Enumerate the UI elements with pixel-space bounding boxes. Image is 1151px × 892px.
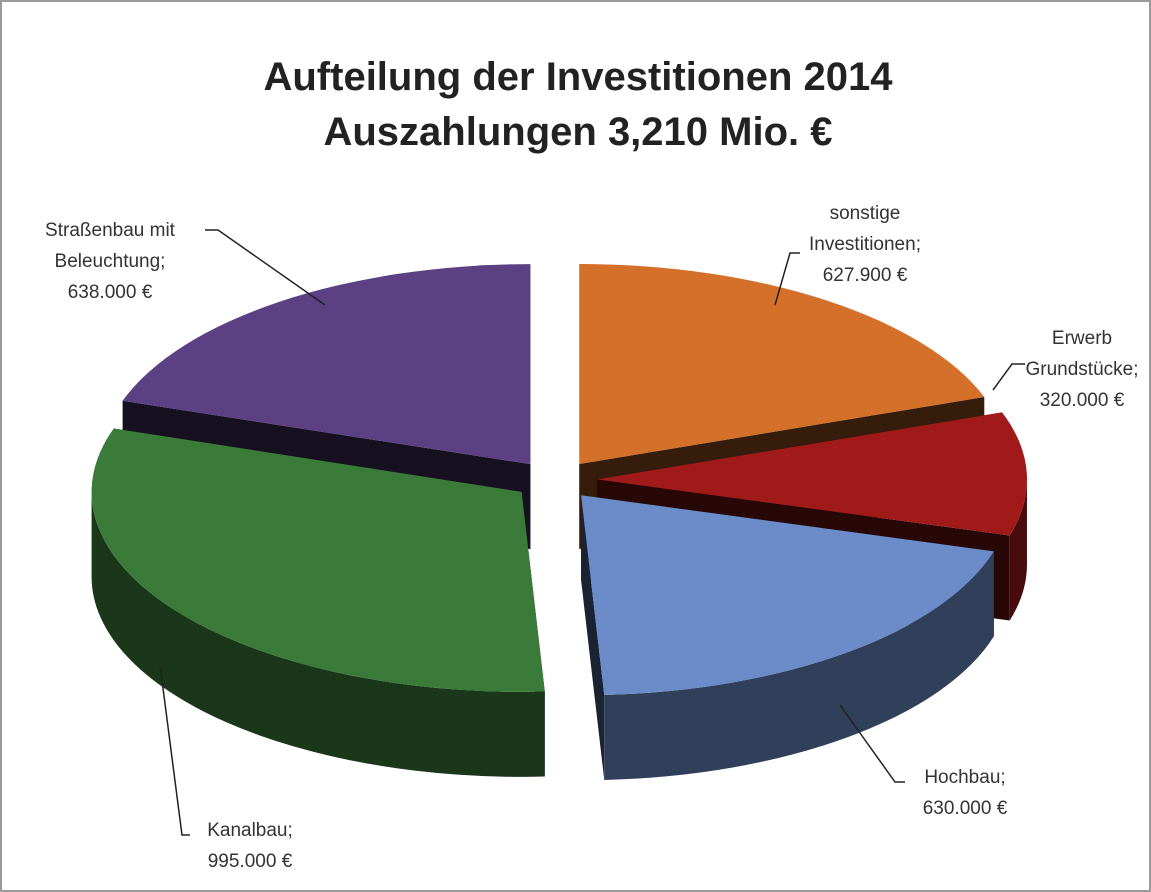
label-value: 320.000 €: [1039, 390, 1125, 411]
slice: [581, 495, 994, 696]
label-category: Hochbau;: [924, 767, 1006, 788]
label-category: sonstige Investitionen;: [809, 203, 921, 255]
label-value: 627.900 €: [822, 265, 908, 286]
slice: [596, 412, 1027, 536]
slice-wall: [604, 551, 994, 781]
slice: [579, 264, 985, 465]
leader-line: [839, 704, 905, 783]
label-value: 630.000 €: [922, 798, 1008, 819]
data-label: Kanalbau; 995.000 €: [170, 815, 330, 877]
label-category: Erwerb Grundstücke;: [1025, 328, 1139, 380]
data-label: Straßenbau mit Beleuchtung; 638.000 €: [0, 215, 220, 308]
label-category: Straßenbau mit Beleuchtung;: [45, 220, 175, 272]
chart-subtitle: Auszahlungen 3,210 Mio. €: [323, 110, 832, 154]
slice: [91, 428, 545, 692]
data-label: sonstige Investitionen; 627.900 €: [780, 198, 950, 291]
leader-line: [205, 229, 326, 306]
slice-side: [581, 495, 605, 781]
label-category: Kanalbau;: [207, 820, 293, 841]
slice-wall: [91, 491, 545, 777]
slice: [122, 264, 531, 465]
leader-line: [992, 363, 1025, 391]
label-value: 638.000 €: [67, 282, 153, 303]
label-value: 995.000 €: [207, 851, 293, 872]
data-label: Erwerb Grundstücke; 320.000 €: [1012, 323, 1151, 416]
leader-line: [159, 664, 190, 836]
chart-title: Aufteilung der Investitionen 2014: [263, 55, 893, 99]
slice-wall: [1009, 479, 1027, 621]
leader-line: [774, 252, 800, 306]
data-label: Hochbau; 630.000 €: [890, 762, 1040, 824]
